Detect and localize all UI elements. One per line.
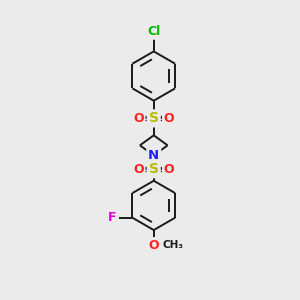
Text: S: S (149, 111, 159, 125)
Text: O: O (164, 112, 175, 125)
Text: O: O (133, 163, 144, 176)
Text: Cl: Cl (147, 25, 160, 38)
Text: N: N (148, 149, 159, 162)
Text: O: O (133, 112, 144, 125)
Text: O: O (164, 163, 175, 176)
Text: O: O (148, 239, 159, 252)
Text: S: S (149, 162, 159, 176)
Text: F: F (108, 211, 117, 224)
Text: CH₃: CH₃ (163, 240, 184, 250)
